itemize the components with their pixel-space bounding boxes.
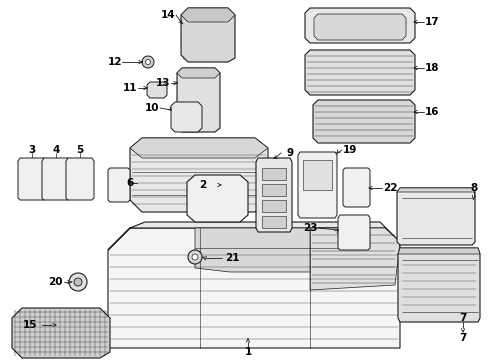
Text: 14: 14 bbox=[161, 10, 175, 20]
Text: 18: 18 bbox=[425, 63, 439, 73]
Text: 13: 13 bbox=[156, 78, 170, 88]
Polygon shape bbox=[130, 138, 268, 212]
Text: 21: 21 bbox=[225, 253, 239, 263]
Text: 20: 20 bbox=[48, 277, 62, 287]
Polygon shape bbox=[187, 175, 248, 222]
Text: 7: 7 bbox=[459, 313, 466, 323]
Polygon shape bbox=[181, 8, 235, 62]
Text: 23: 23 bbox=[303, 223, 317, 233]
Polygon shape bbox=[298, 152, 337, 218]
Text: 9: 9 bbox=[287, 148, 294, 158]
Text: 5: 5 bbox=[76, 145, 84, 155]
Polygon shape bbox=[66, 158, 94, 200]
Text: 2: 2 bbox=[199, 180, 207, 190]
Polygon shape bbox=[195, 228, 340, 272]
Polygon shape bbox=[18, 158, 46, 200]
Text: 8: 8 bbox=[470, 183, 478, 193]
Polygon shape bbox=[130, 138, 268, 158]
Text: 7: 7 bbox=[459, 333, 466, 343]
Text: 4: 4 bbox=[52, 145, 60, 155]
Polygon shape bbox=[108, 168, 130, 202]
Text: 3: 3 bbox=[28, 145, 36, 155]
Text: 1: 1 bbox=[245, 347, 252, 357]
Circle shape bbox=[142, 56, 154, 68]
Polygon shape bbox=[262, 200, 286, 212]
Polygon shape bbox=[310, 228, 400, 290]
Polygon shape bbox=[256, 158, 292, 232]
Polygon shape bbox=[303, 160, 332, 190]
Text: 10: 10 bbox=[145, 103, 159, 113]
Polygon shape bbox=[305, 8, 415, 43]
Polygon shape bbox=[12, 308, 110, 358]
Polygon shape bbox=[343, 168, 370, 207]
Circle shape bbox=[192, 254, 198, 260]
Polygon shape bbox=[397, 188, 475, 192]
Polygon shape bbox=[108, 222, 400, 250]
Circle shape bbox=[69, 273, 87, 291]
Polygon shape bbox=[397, 188, 475, 245]
Polygon shape bbox=[177, 68, 220, 132]
Polygon shape bbox=[147, 82, 167, 98]
Polygon shape bbox=[398, 248, 480, 254]
Polygon shape bbox=[262, 184, 286, 196]
Polygon shape bbox=[305, 50, 415, 95]
Text: 12: 12 bbox=[108, 57, 122, 67]
Text: 22: 22 bbox=[383, 183, 397, 193]
Polygon shape bbox=[314, 14, 406, 40]
Text: 19: 19 bbox=[343, 145, 357, 155]
Text: 6: 6 bbox=[126, 178, 134, 188]
Circle shape bbox=[188, 250, 202, 264]
Text: 11: 11 bbox=[123, 83, 137, 93]
Text: 15: 15 bbox=[23, 320, 37, 330]
Polygon shape bbox=[338, 215, 370, 250]
Polygon shape bbox=[313, 100, 415, 143]
Polygon shape bbox=[42, 158, 70, 200]
Circle shape bbox=[146, 59, 150, 64]
Polygon shape bbox=[398, 248, 480, 322]
Polygon shape bbox=[181, 8, 235, 22]
Polygon shape bbox=[177, 68, 220, 78]
Polygon shape bbox=[108, 228, 400, 348]
Polygon shape bbox=[262, 216, 286, 228]
Polygon shape bbox=[262, 168, 286, 180]
Text: 17: 17 bbox=[425, 17, 440, 27]
Polygon shape bbox=[171, 102, 202, 132]
Circle shape bbox=[74, 278, 82, 286]
Text: 16: 16 bbox=[425, 107, 439, 117]
